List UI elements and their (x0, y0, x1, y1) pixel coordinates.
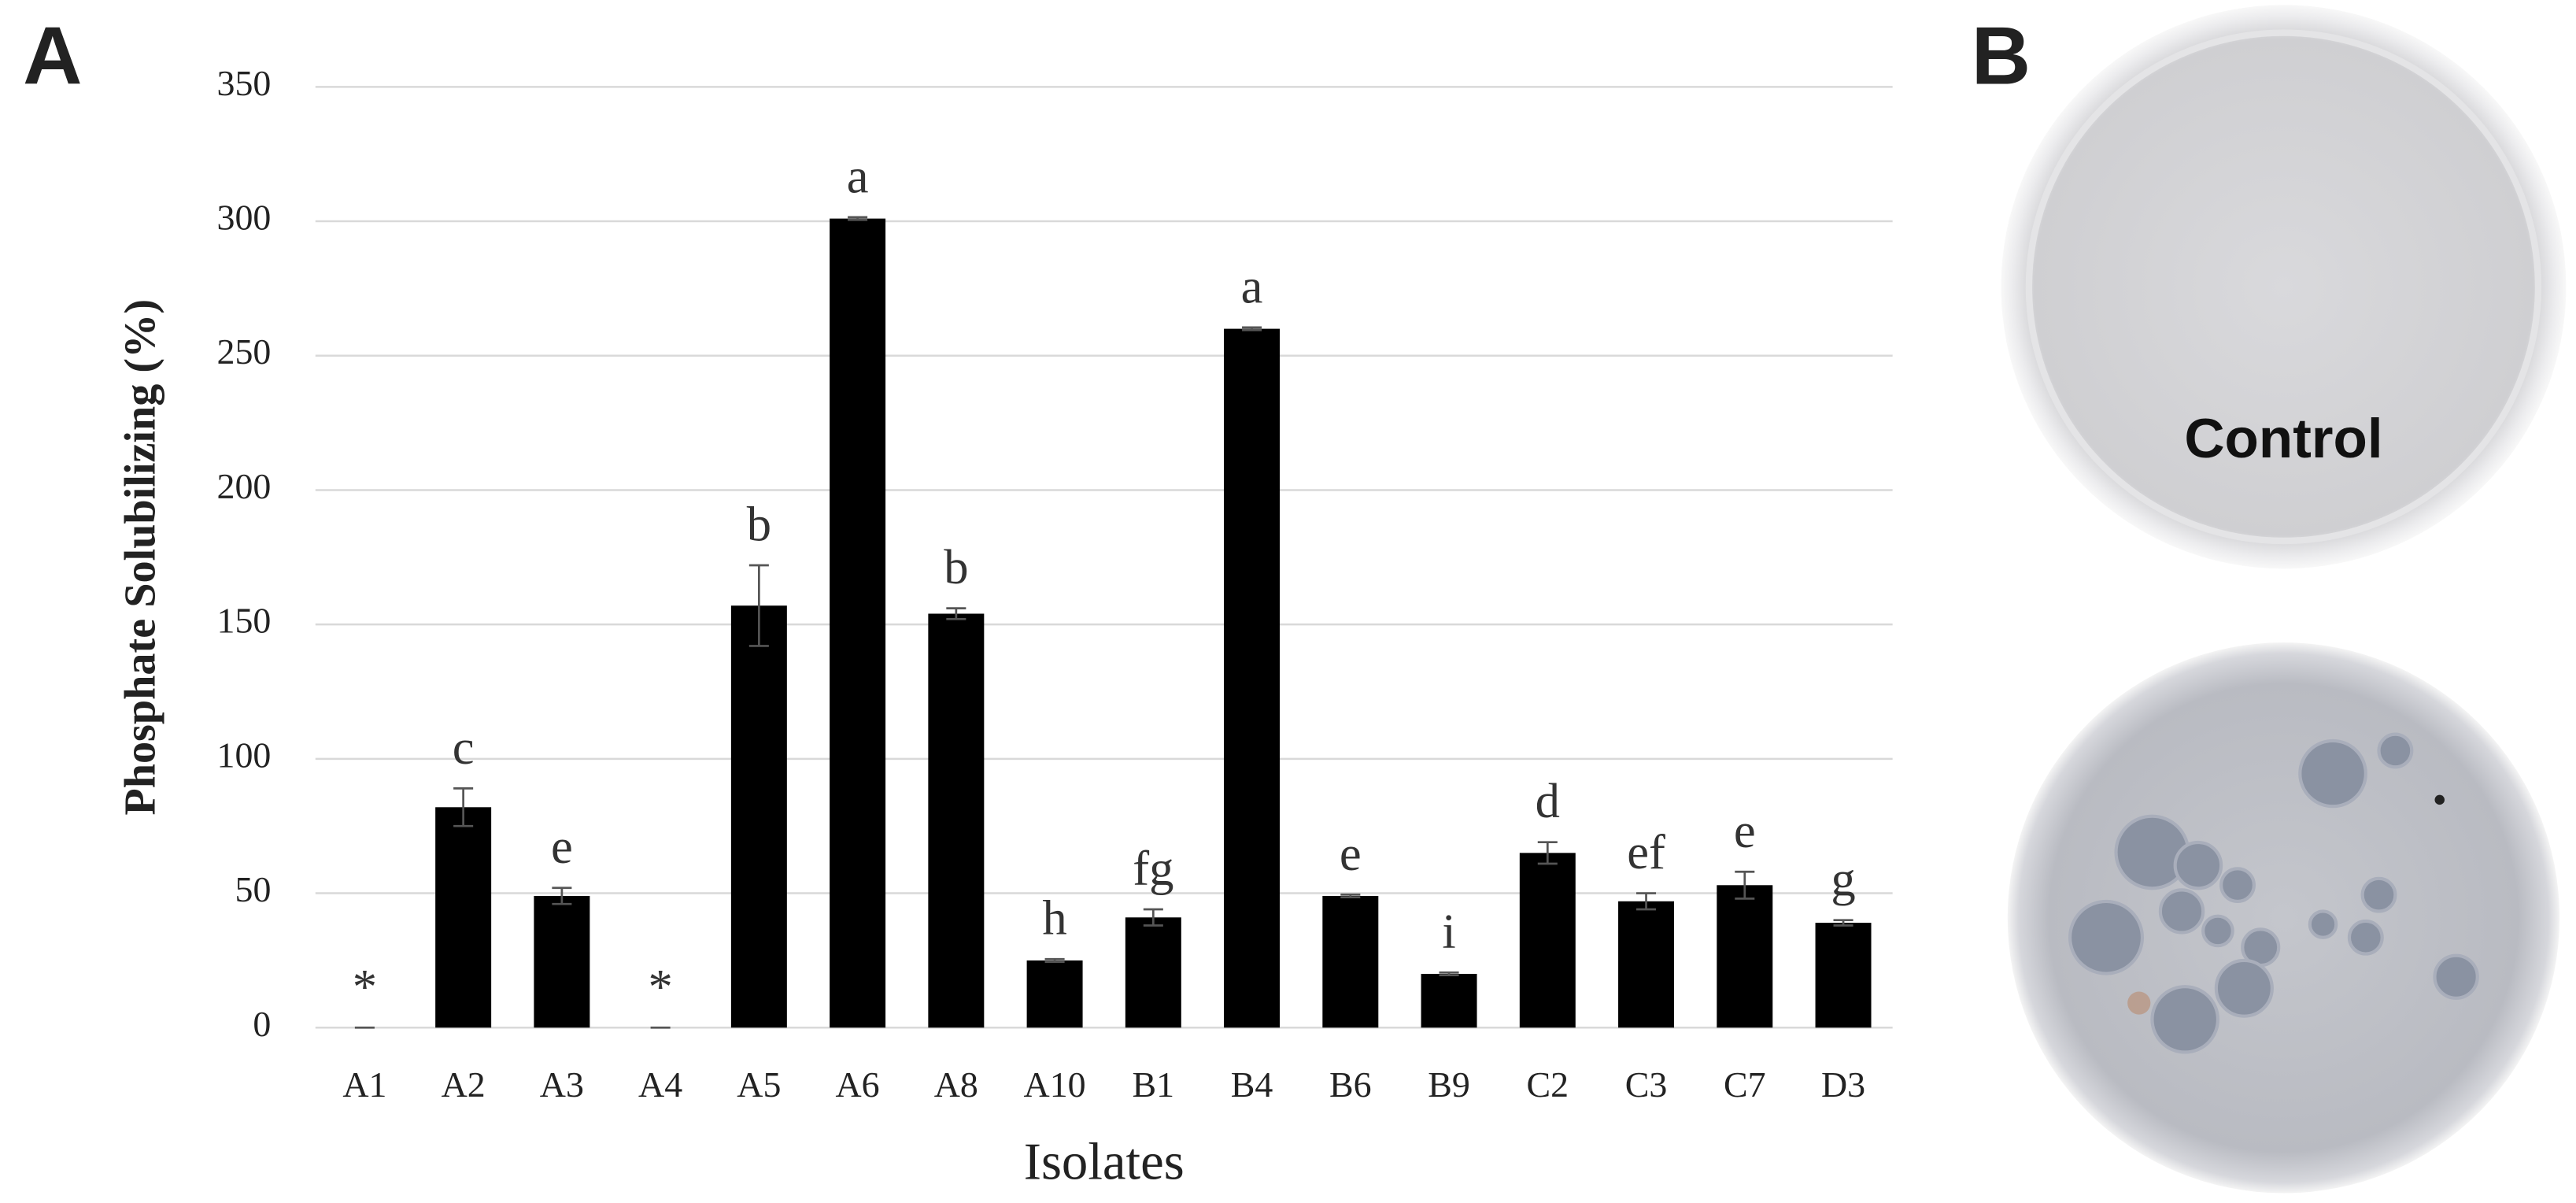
plate-label: Control (2184, 408, 2382, 470)
bar (1125, 917, 1181, 1028)
significance-letter: fg (1133, 841, 1173, 896)
panel-label: A (23, 11, 82, 102)
x-tick-label: D3 (1821, 1064, 1865, 1105)
x-tick-label: C3 (1625, 1064, 1668, 1105)
error-bar (1439, 971, 1459, 977)
x-tick-label: A3 (540, 1064, 584, 1105)
error-bar (848, 216, 868, 221)
error-bar (1340, 893, 1361, 899)
error-bar (748, 564, 769, 647)
bar (830, 218, 886, 1028)
significance-letter: e (1734, 803, 1756, 858)
x-tick-label: A5 (737, 1064, 781, 1105)
error-bar (552, 887, 572, 905)
bar (1224, 328, 1281, 1028)
significance-letter: c (453, 720, 475, 775)
error-bar (1044, 957, 1065, 963)
plate-control: Control (2001, 5, 2567, 569)
bar (1717, 885, 1773, 1028)
significance-letter: h (1042, 890, 1066, 946)
significance-letter: b (944, 539, 968, 594)
plate-isolates (2007, 642, 2560, 1194)
significance-letter: ef (1627, 824, 1665, 879)
bar (928, 613, 985, 1028)
error-bar (1537, 841, 1558, 865)
y-axis-label: Phosphate Solubilizing (%) (116, 299, 165, 816)
x-tick-label: B9 (1428, 1064, 1470, 1105)
significance-letter: d (1536, 773, 1560, 828)
bar (435, 807, 492, 1028)
y-tick-label: 200 (217, 466, 272, 506)
significance-letter: * (648, 959, 672, 1014)
petri-dish (2001, 5, 2567, 569)
x-tick-label: B4 (1231, 1064, 1273, 1105)
bar (1618, 901, 1675, 1028)
bar (534, 895, 590, 1028)
error-bar (1143, 908, 1163, 927)
x-tick-label: A10 (1024, 1064, 1086, 1105)
x-tick-label: A4 (638, 1064, 682, 1105)
error-bar (1636, 892, 1657, 911)
petri-dish (2007, 642, 2560, 1194)
significance-letter: g (1831, 851, 1855, 906)
error-bar (453, 787, 474, 827)
error-bar (1735, 870, 1755, 900)
x-tick-label: A2 (442, 1064, 486, 1105)
significance-letter: e (551, 819, 573, 874)
error-bar (1833, 919, 1853, 927)
bar (1322, 895, 1379, 1028)
bar (730, 605, 787, 1028)
y-tick-label: 0 (253, 1004, 271, 1044)
x-axis-label: Isolates (1024, 1134, 1185, 1191)
y-tick-label: 50 (235, 869, 271, 909)
significance-letter: e (1340, 826, 1362, 881)
bar (1421, 973, 1477, 1028)
x-tick-label: B6 (1329, 1064, 1372, 1105)
error-bar (1242, 326, 1262, 331)
x-tick-label: B1 (1133, 1064, 1175, 1105)
panel-label: B (1972, 11, 2031, 102)
x-tick-label: C7 (1724, 1064, 1766, 1105)
dish-rim (2025, 29, 2542, 545)
bar (1519, 853, 1576, 1028)
x-tick-label: C2 (1527, 1064, 1569, 1105)
significance-letter: * (353, 959, 377, 1014)
bar (1815, 923, 1872, 1028)
bar (1026, 960, 1083, 1028)
y-tick-label: 300 (217, 198, 272, 238)
y-tick-label: 150 (217, 601, 272, 641)
y-tick-label: 350 (217, 63, 272, 103)
significance-letter: a (847, 149, 869, 204)
x-tick-label: A1 (342, 1064, 386, 1105)
y-tick-label: 250 (217, 331, 272, 372)
x-tick-label: A8 (934, 1064, 978, 1105)
y-tick-label: 100 (217, 735, 272, 775)
error-bar (946, 607, 966, 620)
x-tick-label: A6 (836, 1064, 880, 1105)
significance-letter: i (1442, 904, 1455, 959)
significance-letter: a (1241, 258, 1263, 313)
significance-letter: b (747, 497, 771, 552)
